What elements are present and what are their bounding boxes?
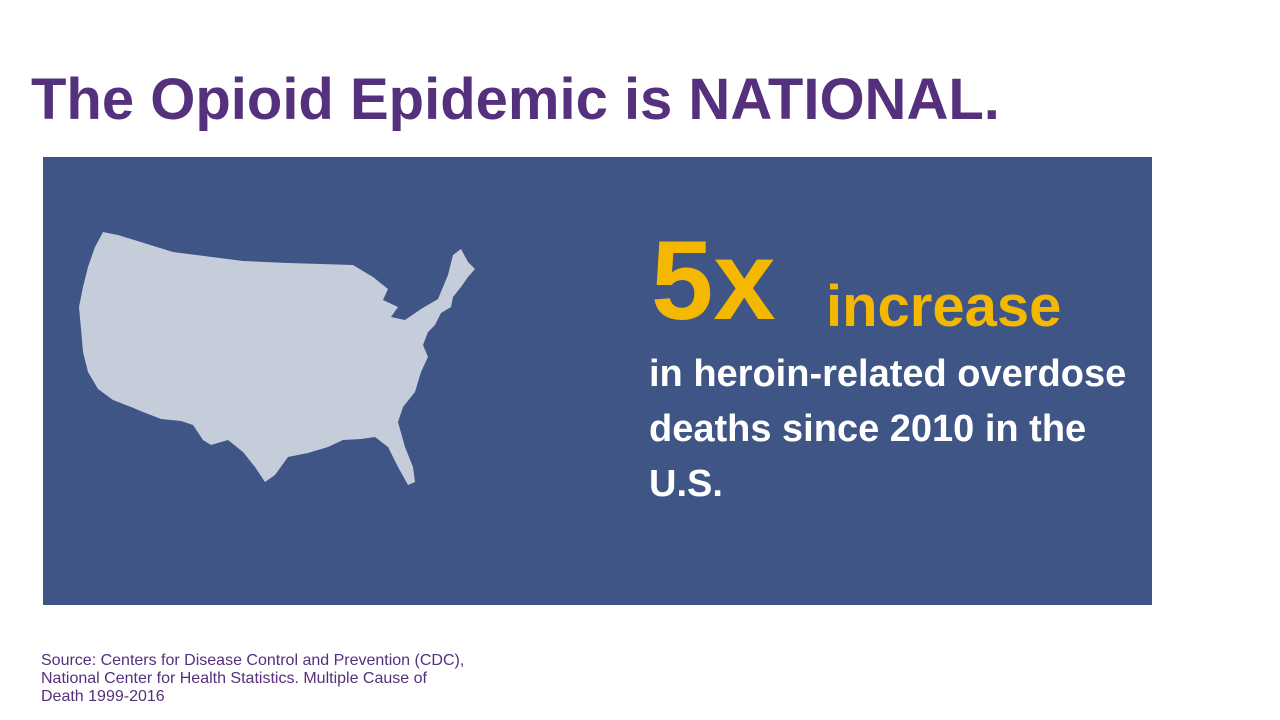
slide-title: The Opioid Epidemic is NATIONAL. <box>31 67 1000 132</box>
stat-text: in heroin-related overdose deaths since … <box>649 353 1127 505</box>
stat-multiplier: 5x <box>651 218 776 343</box>
stat-word: increase <box>826 274 1062 339</box>
stat-panel: 5x increase in heroin-related overdose d… <box>43 157 1152 605</box>
source-note: Source: Centers for Disease Control and … <box>41 652 465 705</box>
us-map <box>79 232 475 485</box>
us-outline <box>79 232 475 485</box>
